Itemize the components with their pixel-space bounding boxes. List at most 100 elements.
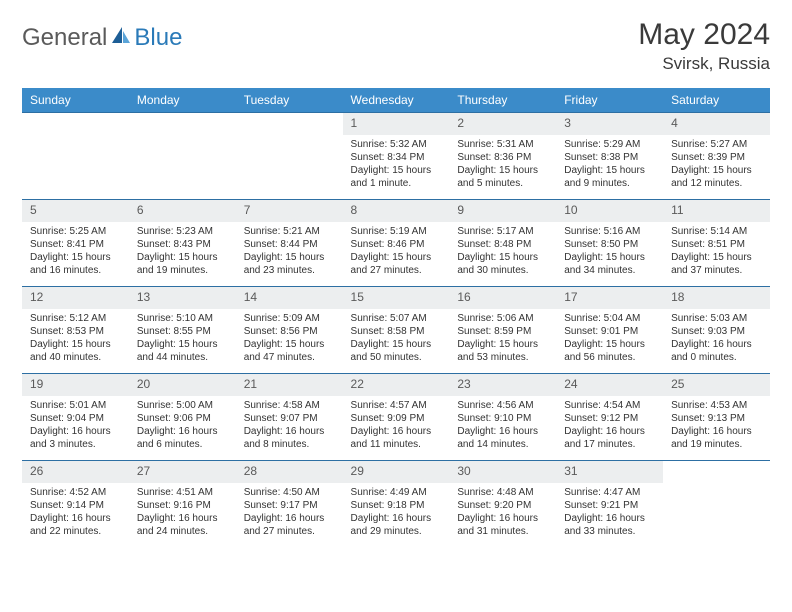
daylight-text: Daylight: 16 hours and 8 minutes. (244, 425, 337, 451)
location: Svirsk, Russia (638, 54, 770, 74)
day-number: 2 (449, 113, 556, 135)
sunset-text: Sunset: 8:34 PM (351, 151, 444, 164)
day-info: Sunrise: 5:16 AMSunset: 8:50 PMDaylight:… (556, 222, 663, 281)
calendar-cell: 28Sunrise: 4:50 AMSunset: 9:17 PMDayligh… (236, 461, 343, 548)
day-number: 24 (556, 374, 663, 396)
day-number: 8 (343, 200, 450, 222)
calendar-cell: 14Sunrise: 5:09 AMSunset: 8:56 PMDayligh… (236, 287, 343, 374)
calendar-cell: 22Sunrise: 4:57 AMSunset: 9:09 PMDayligh… (343, 374, 450, 461)
sunrise-text: Sunrise: 4:47 AM (564, 486, 657, 499)
weekday-header: Sunday (22, 88, 129, 113)
day-number: 19 (22, 374, 129, 396)
calendar-cell (663, 461, 770, 548)
sunrise-text: Sunrise: 4:49 AM (351, 486, 444, 499)
sunrise-text: Sunrise: 5:14 AM (671, 225, 764, 238)
daylight-text: Daylight: 15 hours and 30 minutes. (457, 251, 550, 277)
daylight-text: Daylight: 15 hours and 47 minutes. (244, 338, 337, 364)
sunset-text: Sunset: 9:12 PM (564, 412, 657, 425)
day-number: 29 (343, 461, 450, 483)
day-number: 22 (343, 374, 450, 396)
sunrise-text: Sunrise: 5:25 AM (30, 225, 123, 238)
sunset-text: Sunset: 8:38 PM (564, 151, 657, 164)
sunset-text: Sunset: 8:36 PM (457, 151, 550, 164)
sunset-text: Sunset: 9:03 PM (671, 325, 764, 338)
daylight-text: Daylight: 15 hours and 27 minutes. (351, 251, 444, 277)
day-info: Sunrise: 4:50 AMSunset: 9:17 PMDaylight:… (236, 483, 343, 542)
day-info: Sunrise: 4:52 AMSunset: 9:14 PMDaylight:… (22, 483, 129, 542)
sunset-text: Sunset: 9:06 PM (137, 412, 230, 425)
calendar-cell: 17Sunrise: 5:04 AMSunset: 9:01 PMDayligh… (556, 287, 663, 374)
weekday-header: Saturday (663, 88, 770, 113)
weekday-header: Tuesday (236, 88, 343, 113)
sunrise-text: Sunrise: 4:58 AM (244, 399, 337, 412)
logo: General Blue (22, 24, 182, 52)
day-number: 20 (129, 374, 236, 396)
day-info: Sunrise: 5:32 AMSunset: 8:34 PMDaylight:… (343, 135, 450, 194)
daylight-text: Daylight: 16 hours and 14 minutes. (457, 425, 550, 451)
daylight-text: Daylight: 16 hours and 11 minutes. (351, 425, 444, 451)
sunrise-text: Sunrise: 4:50 AM (244, 486, 337, 499)
calendar-cell: 3Sunrise: 5:29 AMSunset: 8:38 PMDaylight… (556, 113, 663, 200)
daylight-text: Daylight: 15 hours and 34 minutes. (564, 251, 657, 277)
day-number: 4 (663, 113, 770, 135)
calendar-cell: 5Sunrise: 5:25 AMSunset: 8:41 PMDaylight… (22, 200, 129, 287)
sunset-text: Sunset: 9:21 PM (564, 499, 657, 512)
sunrise-text: Sunrise: 4:48 AM (457, 486, 550, 499)
calendar-cell: 29 Sunrise: 4:49 AMSunset: 9:18 PMDayligh… (343, 461, 450, 548)
weekday-header: Thursday (449, 88, 556, 113)
day-number: 21 (236, 374, 343, 396)
day-info: Sunrise: 5:14 AMSunset: 8:51 PMDaylight:… (663, 222, 770, 281)
sunrise-text: Sunrise: 5:00 AM (137, 399, 230, 412)
calendar-week: 5Sunrise: 5:25 AMSunset: 8:41 PMDaylight… (22, 200, 770, 287)
sunrise-text: Sunrise: 5:17 AM (457, 225, 550, 238)
calendar-cell: 19Sunrise: 5:01 AMSunset: 9:04 PMDayligh… (22, 374, 129, 461)
calendar-week: 26Sunrise: 4:52 AMSunset: 9:14 PMDayligh… (22, 461, 770, 548)
sunset-text: Sunset: 9:01 PM (564, 325, 657, 338)
day-number: 25 (663, 374, 770, 396)
sunset-text: Sunset: 8:44 PM (244, 238, 337, 251)
day-info: Sunrise: 4:48 AMSunset: 9:20 PMDaylight:… (449, 483, 556, 542)
day-info: Sunrise: 5:06 AMSunset: 8:59 PMDaylight:… (449, 309, 556, 368)
calendar-cell: 30Sunrise: 4:48 AMSunset: 9:20 PMDayligh… (449, 461, 556, 548)
day-number: 10 (556, 200, 663, 222)
sunset-text: Sunset: 8:48 PM (457, 238, 550, 251)
day-number: 18 (663, 287, 770, 309)
sunrise-text: Sunrise: 5:01 AM (30, 399, 123, 412)
sunset-text: Sunset: 9:18 PM (351, 499, 444, 512)
calendar-cell: 26Sunrise: 4:52 AMSunset: 9:14 PMDayligh… (22, 461, 129, 548)
sunset-text: Sunset: 8:58 PM (351, 325, 444, 338)
daylight-text: Daylight: 15 hours and 50 minutes. (351, 338, 444, 364)
header: General Blue May 2024 Svirsk, Russia (22, 18, 770, 74)
daylight-text: Daylight: 15 hours and 40 minutes. (30, 338, 123, 364)
day-info: Sunrise: 5:04 AMSunset: 9:01 PMDaylight:… (556, 309, 663, 368)
day-info: Sunrise: 5:21 AMSunset: 8:44 PMDaylight:… (236, 222, 343, 281)
day-info: Sunrise: 5:31 AMSunset: 8:36 PMDaylight:… (449, 135, 556, 194)
day-number: 30 (449, 461, 556, 483)
daylight-text: Daylight: 16 hours and 3 minutes. (30, 425, 123, 451)
day-number: 16 (449, 287, 556, 309)
sunrise-text: Sunrise: 4:54 AM (564, 399, 657, 412)
calendar-cell: 15Sunrise: 5:07 AMSunset: 8:58 PMDayligh… (343, 287, 450, 374)
day-number: 9 (449, 200, 556, 222)
sunrise-text: Sunrise: 5:04 AM (564, 312, 657, 325)
day-info: Sunrise: 4:51 AMSunset: 9:16 PMDaylight:… (129, 483, 236, 542)
sunrise-text: Sunrise: 4:52 AM (30, 486, 123, 499)
sunset-text: Sunset: 8:50 PM (564, 238, 657, 251)
sunrise-text: Sunrise: 5:29 AM (564, 138, 657, 151)
calendar-cell: 12Sunrise: 5:12 AMSunset: 8:53 PMDayligh… (22, 287, 129, 374)
day-number: 13 (129, 287, 236, 309)
sunrise-text: Sunrise: 5:19 AM (351, 225, 444, 238)
logo-general: General (22, 24, 107, 52)
daylight-text: Daylight: 16 hours and 29 minutes. (351, 512, 444, 538)
calendar-cell: 21Sunrise: 4:58 AMSunset: 9:07 PMDayligh… (236, 374, 343, 461)
weekday-header: Wednesday (343, 88, 450, 113)
day-number: 31 (556, 461, 663, 483)
daylight-text: Daylight: 16 hours and 0 minutes. (671, 338, 764, 364)
calendar-cell: 4Sunrise: 5:27 AMSunset: 8:39 PMDaylight… (663, 113, 770, 200)
calendar-cell: 31Sunrise: 4:47 AMSunset: 9:21 PMDayligh… (556, 461, 663, 548)
calendar-cell: 6Sunrise: 5:23 AMSunset: 8:43 PMDaylight… (129, 200, 236, 287)
daylight-text: Daylight: 15 hours and 9 minutes. (564, 164, 657, 190)
calendar-week: 12Sunrise: 5:12 AMSunset: 8:53 PMDayligh… (22, 287, 770, 374)
day-info: Sunrise: 4:58 AMSunset: 9:07 PMDaylight:… (236, 396, 343, 455)
day-number: 5 (22, 200, 129, 222)
